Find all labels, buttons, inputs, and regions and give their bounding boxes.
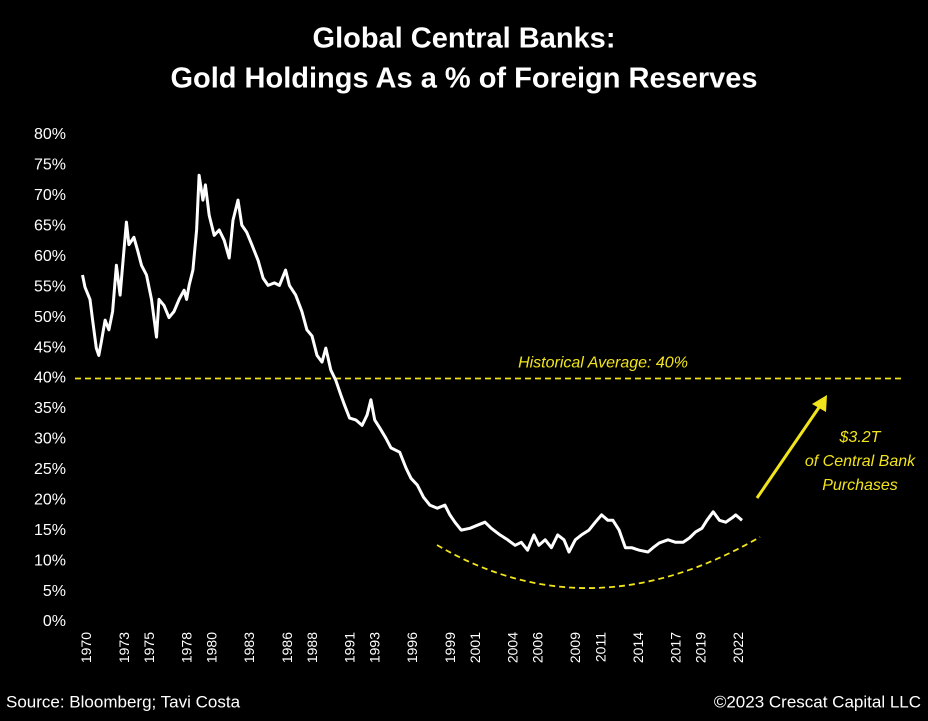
chart-title: Global Central Banks: [313, 23, 616, 55]
x-tick-label: 2009 [567, 632, 583, 663]
x-tick-label: 1986 [279, 632, 295, 663]
arrow-shaft [755, 402, 824, 499]
y-tick-label: 45% [34, 339, 66, 356]
x-tick-label: 1970 [78, 632, 94, 663]
x-tick-label: 1973 [116, 632, 132, 663]
x-tick-label: 1983 [241, 632, 257, 663]
y-tick-label: 40% [34, 370, 66, 387]
reference-label: Historical Average: 40% [518, 355, 688, 372]
y-tick-label: 65% [34, 218, 66, 235]
x-tick-label: 1996 [404, 632, 420, 663]
data-line [81, 173, 743, 554]
x-tick-label: 1988 [304, 632, 320, 663]
source: Source: Bloomberg; Tavi Costa [6, 692, 241, 711]
x-tick-label: 2004 [505, 632, 521, 663]
y-tick-label: 25% [34, 461, 66, 478]
annotation: Purchases [822, 477, 898, 494]
x-tick-label: 2011 [592, 632, 608, 662]
y-tick-label: 70% [34, 187, 66, 204]
x-tick-label: 2001 [467, 632, 483, 663]
copyright: ©2023 Crescat Capital LLC [714, 692, 921, 711]
y-tick-label: 10% [34, 552, 66, 569]
y-tick-label: 20% [34, 491, 66, 508]
y-tick-label: 0% [43, 613, 66, 630]
x-tick-label: 1975 [141, 632, 157, 663]
x-tick-label: 1991 [342, 632, 358, 663]
y-tick-label: 15% [34, 522, 66, 539]
y-tick-label: 30% [34, 431, 66, 448]
x-tick-label: 1999 [442, 632, 458, 663]
y-tick-label: 55% [34, 278, 66, 295]
x-tick-label: 1980 [204, 632, 220, 663]
chart-title: Gold Holdings As a % of Foreign Reserves [170, 63, 757, 95]
y-tick-label: 50% [34, 309, 66, 326]
annotation: of Central Bank [805, 453, 916, 470]
arrow-head [812, 395, 827, 412]
x-tick-label: 2017 [668, 632, 684, 663]
x-tick-label: 2014 [630, 632, 646, 663]
trend-curve [436, 536, 761, 589]
y-tick-label: 80% [34, 126, 66, 143]
x-tick-label: 2006 [530, 632, 546, 663]
y-tick-label: 5% [43, 583, 66, 600]
x-tick-label: 1993 [367, 632, 383, 663]
x-tick-label: 2019 [693, 632, 709, 663]
y-tick-label: 60% [34, 248, 66, 265]
x-tick-label: 1978 [179, 632, 195, 663]
annotation: $3.2T [839, 429, 882, 446]
y-tick-label: 75% [34, 157, 66, 174]
x-tick-label: 2022 [730, 632, 746, 663]
y-tick-label: 35% [34, 400, 66, 417]
